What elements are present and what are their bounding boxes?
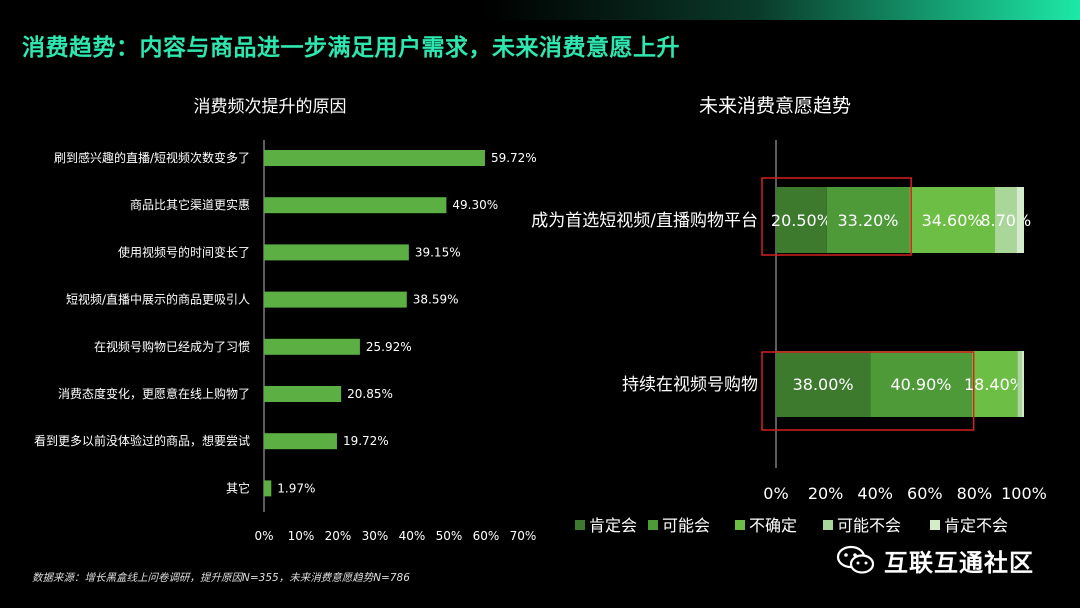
left-xtick-label: 20% xyxy=(325,529,352,543)
watermark-text: 互联互通社区 xyxy=(884,548,1034,577)
right-xtick-label: 40% xyxy=(857,484,893,503)
top-gradient-bar xyxy=(0,0,1080,20)
left-chart-title: 消费频次提升的原因 xyxy=(194,97,347,117)
legend-label: 肯定不会 xyxy=(944,516,1008,535)
left-value-label: 1.97% xyxy=(277,481,315,495)
right-category-label: 成为首选短视频/直播购物平台 xyxy=(531,211,758,231)
left-xtick-label: 0% xyxy=(254,529,273,543)
left-xtick-label: 70% xyxy=(510,529,537,543)
stacked-value-label: 33.20% xyxy=(838,211,899,230)
left-bar xyxy=(264,433,337,450)
stacked-value-label: 20.50% xyxy=(771,211,832,230)
stacked-bar-segment xyxy=(1016,187,1024,253)
left-xtick-label: 50% xyxy=(436,529,463,543)
left-xtick-label: 40% xyxy=(399,529,426,543)
left-value-label: 49.30% xyxy=(452,198,498,212)
left-category-label: 使用视频号的时间变长了 xyxy=(118,244,250,259)
left-value-label: 20.85% xyxy=(347,387,393,401)
legend-label: 可能不会 xyxy=(837,516,901,535)
legend-swatch xyxy=(648,520,658,530)
watermark: 互联互通社区 xyxy=(836,540,1034,580)
left-xtick-label: 30% xyxy=(362,529,389,543)
highlight-frame xyxy=(761,177,912,256)
left-value-label: 25.92% xyxy=(366,340,412,354)
left-category-label: 其它 xyxy=(226,480,250,495)
left-category-label: 商品比其它渠道更实惠 xyxy=(130,197,250,212)
stacked-bar-segment xyxy=(870,351,972,417)
stacked-value-label: 18.40% xyxy=(964,375,1025,394)
highlight-frame xyxy=(761,351,975,431)
stacked-bar-segment xyxy=(826,187,910,253)
legend-label: 不确定 xyxy=(749,516,797,535)
left-bar xyxy=(264,244,409,261)
stacked-bar-segment xyxy=(909,187,995,253)
left-value-label: 59.72% xyxy=(491,151,537,165)
left-category-label: 看到更多以前没体验过的商品，想要尝试 xyxy=(34,433,250,448)
stacked-bar-segment xyxy=(776,187,827,253)
left-value-label: 19.72% xyxy=(343,434,389,448)
right-category-label: 持续在视频号购物 xyxy=(622,375,758,395)
left-bar xyxy=(264,338,360,355)
right-xtick-label: 0% xyxy=(763,484,788,503)
left-bar xyxy=(264,150,485,166)
left-bar xyxy=(264,386,342,402)
left-bar xyxy=(264,291,407,308)
left-value-label: 38.59% xyxy=(413,293,459,307)
legend-swatch xyxy=(930,520,940,530)
left-category-label: 消费态度变化，更愿意在线上购物了 xyxy=(58,386,250,401)
right-xtick-label: 60% xyxy=(907,484,943,503)
stacked-value-label: 34.60% xyxy=(922,211,983,230)
left-category-label: 短视频/直播中展示的商品更吸引人 xyxy=(66,292,250,307)
right-xtick-label: 100% xyxy=(1001,484,1047,503)
left-category-label: 在视频号购物已经成为了习惯 xyxy=(94,339,250,354)
stacked-bar-segment xyxy=(776,351,871,417)
stacked-bar-segment xyxy=(971,351,1018,417)
legend-swatch xyxy=(735,520,745,530)
stacked-value-label: 40.90% xyxy=(890,375,951,394)
left-category-label: 刷到感兴趣的直播/短视频次数变多了 xyxy=(54,150,250,165)
legend-label: 可能会 xyxy=(662,516,710,535)
right-xtick-label: 20% xyxy=(808,484,844,503)
stacked-value-label: 38.00% xyxy=(793,375,854,394)
data-source-note: 数据来源：增长黑盒线上问卷调研，提升原因N=355，未来消费意愿趋势N=786 xyxy=(32,572,410,584)
stacked-bar-segment xyxy=(994,187,1017,253)
legend-label: 肯定会 xyxy=(589,516,637,535)
right-xtick-label: 80% xyxy=(957,484,993,503)
wechat-icon xyxy=(836,544,876,576)
right-chart-title: 未来消费意愿趋势 xyxy=(699,95,851,117)
stacked-bar-segment xyxy=(1017,351,1023,417)
left-bar xyxy=(264,480,272,497)
left-xtick-label: 60% xyxy=(473,529,500,543)
legend-swatch xyxy=(575,520,585,530)
stacked-bar-segment xyxy=(1022,351,1024,417)
left-value-label: 39.15% xyxy=(415,245,461,259)
left-xtick-label: 10% xyxy=(288,529,315,543)
legend-swatch xyxy=(823,520,833,530)
left-bar xyxy=(264,197,447,214)
page-title: 消费趋势：内容与商品进一步满足用户需求，未来消费意愿上升 xyxy=(22,35,680,61)
